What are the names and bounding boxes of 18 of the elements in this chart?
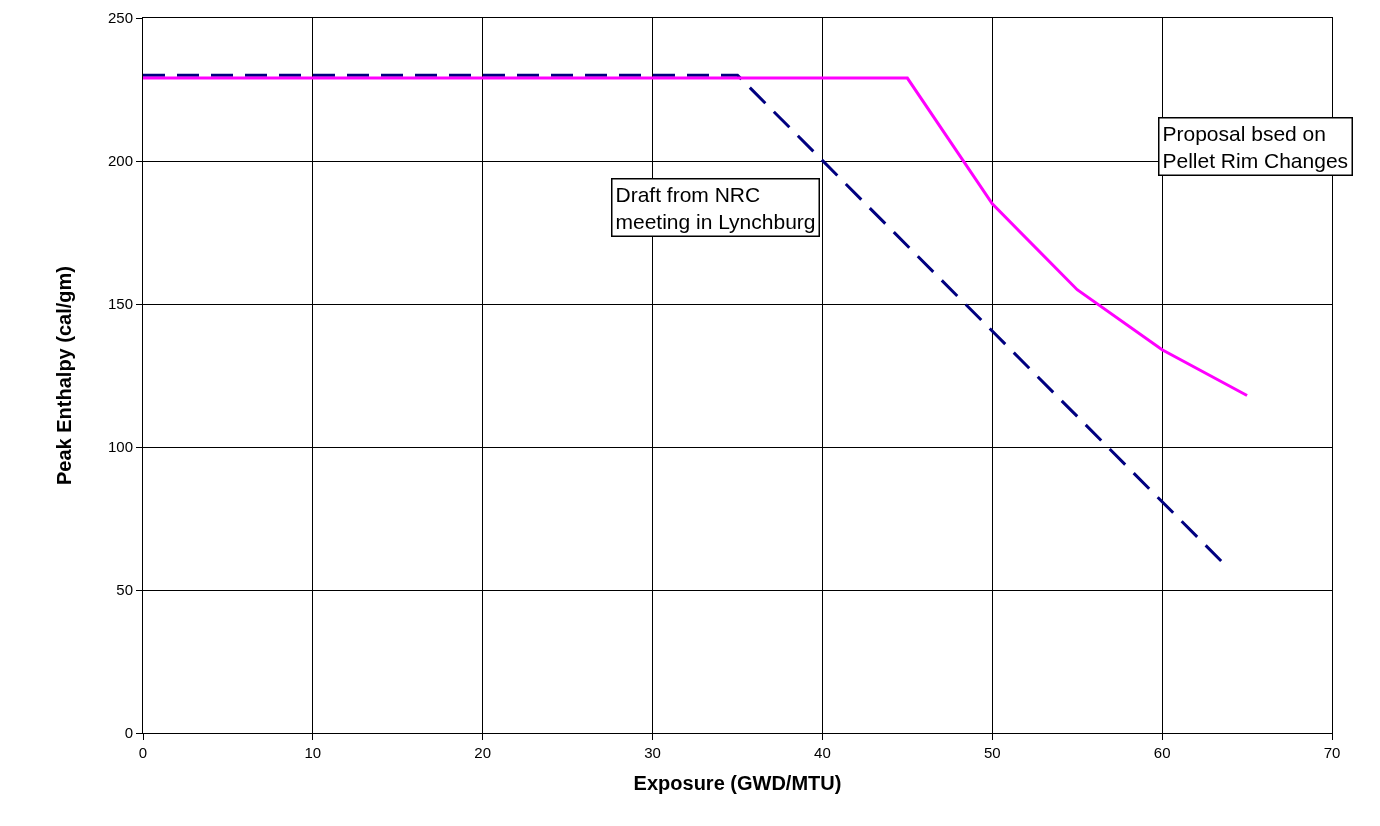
y-axis-title: Peak Enthalpy (cal/gm) (53, 266, 76, 485)
x-axis-title: Exposure (GWD/MTU) (633, 771, 842, 794)
x-tick-label: 50 (983, 744, 1001, 761)
annotation: Draft from NRC meeting in Lynchburg (615, 182, 816, 233)
x-tick-label: 0 (138, 744, 148, 761)
y-tick-label: 100 (107, 438, 133, 456)
annotation: Proposal bsed on Pellet Rim Changes (1162, 121, 1349, 172)
y-tick-label: 200 (107, 152, 133, 170)
y-tick-label: 50 (116, 581, 133, 599)
y-tick-label: 0 (124, 724, 133, 742)
y-tick-label: 150 (107, 295, 133, 313)
x-tick-label: 20 (474, 744, 492, 761)
y-tick-label: 250 (107, 9, 133, 27)
x-tick-label: 10 (304, 744, 322, 761)
x-tick-label: 70 (1323, 744, 1341, 761)
x-tick-label: 40 (814, 744, 831, 761)
x-tick-label: 60 (1153, 744, 1171, 761)
x-tick-label: 30 (644, 744, 661, 761)
